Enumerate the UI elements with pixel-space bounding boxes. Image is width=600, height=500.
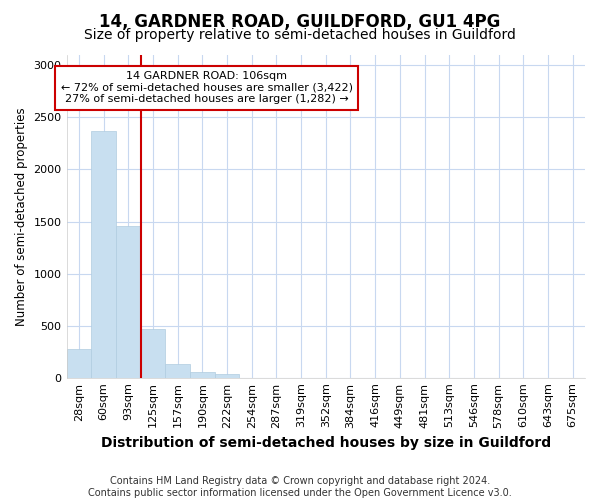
- Text: Size of property relative to semi-detached houses in Guildford: Size of property relative to semi-detach…: [84, 28, 516, 42]
- Text: 14, GARDNER ROAD, GUILDFORD, GU1 4PG: 14, GARDNER ROAD, GUILDFORD, GU1 4PG: [100, 12, 500, 30]
- Bar: [215, 374, 239, 378]
- X-axis label: Distribution of semi-detached houses by size in Guildford: Distribution of semi-detached houses by …: [101, 436, 551, 450]
- Bar: [190, 372, 215, 378]
- Y-axis label: Number of semi-detached properties: Number of semi-detached properties: [15, 107, 28, 326]
- Bar: [140, 329, 165, 378]
- Bar: [165, 364, 190, 378]
- Bar: [67, 348, 91, 378]
- Text: 14 GARDNER ROAD: 106sqm
← 72% of semi-detached houses are smaller (3,422)
27% of: 14 GARDNER ROAD: 106sqm ← 72% of semi-de…: [61, 71, 353, 104]
- Bar: [116, 226, 140, 378]
- Bar: [91, 131, 116, 378]
- Text: Contains HM Land Registry data © Crown copyright and database right 2024.
Contai: Contains HM Land Registry data © Crown c…: [88, 476, 512, 498]
